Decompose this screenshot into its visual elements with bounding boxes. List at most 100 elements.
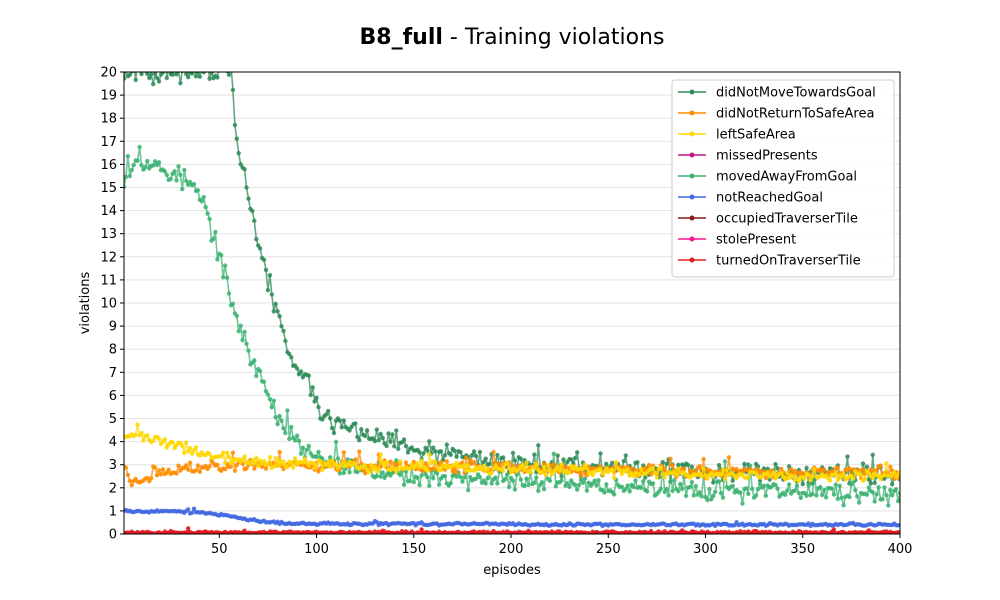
data-point bbox=[893, 487, 899, 492]
data-point bbox=[156, 436, 162, 441]
data-point bbox=[431, 445, 436, 450]
data-point bbox=[866, 477, 872, 482]
data-point bbox=[374, 473, 379, 479]
data-point bbox=[573, 455, 578, 461]
data-point bbox=[853, 487, 858, 493]
data-point bbox=[610, 460, 615, 466]
y-tick-label: 17 bbox=[100, 135, 117, 150]
data-point bbox=[289, 355, 294, 360]
data-point bbox=[464, 455, 469, 460]
data-point bbox=[135, 422, 140, 427]
data-point bbox=[221, 450, 226, 455]
data-point bbox=[275, 309, 280, 314]
data-point bbox=[697, 464, 702, 469]
data-point bbox=[433, 449, 438, 454]
data-point bbox=[487, 461, 492, 467]
data-point bbox=[382, 463, 387, 468]
data-point bbox=[485, 466, 490, 471]
y-tick-label: 1 bbox=[109, 504, 117, 519]
data-point bbox=[401, 482, 407, 487]
data-point bbox=[790, 474, 796, 479]
data-point bbox=[814, 493, 819, 498]
data-point bbox=[329, 458, 335, 463]
data-point bbox=[471, 460, 477, 465]
data-point bbox=[226, 291, 232, 296]
data-point bbox=[709, 471, 714, 476]
data-point bbox=[236, 151, 241, 156]
data-point bbox=[547, 468, 553, 473]
data-point bbox=[141, 438, 146, 443]
data-point bbox=[563, 464, 568, 470]
legend-label: stolePresent bbox=[716, 233, 796, 248]
data-point bbox=[526, 482, 531, 488]
data-point bbox=[855, 494, 860, 499]
data-point bbox=[547, 478, 553, 483]
data-point bbox=[176, 463, 181, 468]
data-point bbox=[783, 476, 788, 482]
data-point bbox=[613, 459, 619, 465]
x-axis: 50 100 150 200 250 300 350 400 bbox=[211, 534, 912, 557]
data-point bbox=[226, 454, 232, 460]
data-point bbox=[841, 503, 846, 508]
data-point bbox=[394, 469, 399, 474]
data-point bbox=[151, 438, 156, 443]
data-point bbox=[275, 462, 280, 468]
legend-swatch-marker bbox=[689, 173, 695, 179]
data-point bbox=[320, 417, 325, 422]
data-point bbox=[532, 480, 537, 485]
data-point bbox=[189, 72, 195, 76]
data-point bbox=[897, 531, 900, 534]
data-point bbox=[394, 428, 399, 433]
data-point bbox=[534, 461, 539, 467]
data-point bbox=[326, 408, 331, 414]
data-point bbox=[314, 462, 319, 467]
data-point bbox=[172, 169, 177, 174]
data-point bbox=[386, 431, 391, 436]
data-point bbox=[438, 449, 444, 454]
data-point bbox=[448, 452, 453, 457]
y-tick-label: 12 bbox=[100, 250, 117, 265]
data-point bbox=[167, 64, 171, 68]
data-point bbox=[779, 466, 784, 472]
data-point bbox=[156, 79, 162, 84]
data-point bbox=[645, 489, 650, 494]
data-point bbox=[398, 472, 403, 478]
data-point bbox=[501, 468, 506, 474]
data-point bbox=[320, 467, 325, 472]
data-point bbox=[401, 437, 407, 442]
data-point bbox=[252, 218, 257, 223]
data-point bbox=[713, 489, 718, 495]
data-point bbox=[380, 460, 385, 465]
data-point bbox=[277, 413, 282, 419]
data-point bbox=[318, 459, 323, 464]
data-point bbox=[304, 447, 309, 453]
data-point bbox=[296, 438, 302, 443]
data-point bbox=[316, 449, 321, 455]
data-point bbox=[637, 472, 642, 478]
data-point bbox=[748, 463, 753, 468]
data-point bbox=[670, 488, 675, 494]
data-point bbox=[180, 186, 185, 192]
data-point bbox=[378, 474, 383, 479]
data-point bbox=[444, 442, 449, 447]
data-point bbox=[164, 172, 169, 178]
data-point bbox=[132, 61, 136, 65]
data-point bbox=[127, 72, 132, 78]
data-point bbox=[580, 466, 586, 471]
data-point bbox=[244, 466, 249, 471]
data-point bbox=[388, 439, 393, 444]
data-point bbox=[689, 464, 695, 469]
data-point bbox=[215, 75, 220, 80]
data-point bbox=[598, 451, 603, 456]
data-point bbox=[742, 461, 747, 467]
data-point bbox=[895, 498, 900, 504]
data-point bbox=[396, 446, 401, 451]
data-point bbox=[267, 273, 273, 278]
data-point bbox=[222, 467, 228, 472]
data-point bbox=[234, 313, 239, 318]
data-point bbox=[203, 205, 208, 210]
data-point bbox=[310, 385, 315, 390]
legend-swatch-marker bbox=[689, 152, 695, 158]
data-point bbox=[596, 478, 601, 483]
data-point bbox=[127, 478, 132, 484]
